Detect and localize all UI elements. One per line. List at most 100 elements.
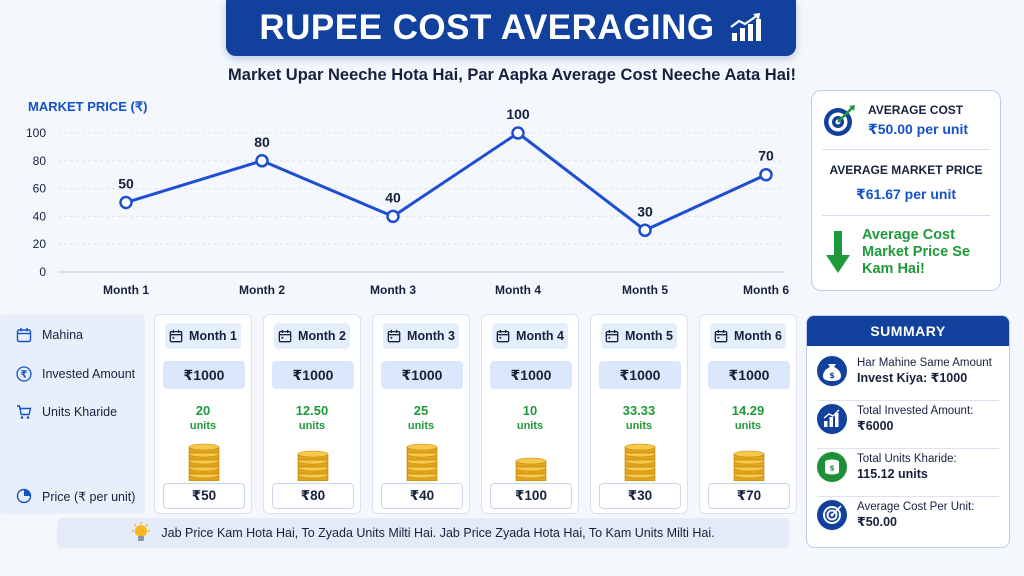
summary-title: SUMMARY (807, 316, 1009, 346)
units-word: units (625, 420, 653, 432)
data-point (759, 167, 773, 182)
unit-price: ₹70 (708, 483, 790, 509)
month-card: Month 5 ₹1000 33.33 units ₹30 (590, 314, 688, 514)
series-line (125, 131, 767, 232)
unit-price: ₹80 (272, 483, 354, 509)
month-label: Month 2 (298, 329, 346, 343)
calendar-icon (278, 329, 292, 343)
coin-stack-icon (515, 457, 547, 481)
coins-icon: $ (817, 452, 847, 482)
row-label-text: Units Kharide (42, 405, 118, 419)
money-bag-icon: $ (817, 356, 847, 386)
x-tick-label: Month 3 (370, 283, 416, 297)
target-icon (824, 104, 855, 136)
y-tick-label: 100 (26, 126, 46, 140)
invested-amount: ₹1000 (490, 361, 572, 389)
avg-note: Average Cost Market Price Se Kam Hai! (862, 227, 971, 277)
month-card: Month 1 ₹1000 20 units ₹50 (154, 314, 252, 514)
data-point (386, 209, 400, 224)
target-icon (817, 500, 847, 530)
cart-icon (16, 404, 32, 420)
arrow-down-icon (826, 230, 850, 273)
subtitle: Market Upar Neeche Hota Hai, Par Aapka A… (228, 66, 796, 84)
data-label: 30 (637, 203, 653, 219)
month-card: Month 6 ₹1000 14.29 units ₹70 (699, 314, 797, 514)
summary-line2: 115.12 units (857, 467, 928, 481)
tip-bar: Jab Price Kam Hota Hai, To Zyada Units M… (57, 518, 789, 548)
coin-stack-icon (733, 450, 765, 481)
summary-item: Total Invested Amount: ₹6000 (817, 404, 1003, 434)
x-tick-label: Month 4 (495, 283, 541, 297)
x-tick-label: Month 6 (743, 283, 789, 297)
data-label: 80 (254, 134, 270, 150)
row-label-invested: ₹ Invested Amount (16, 366, 135, 382)
divider (817, 496, 999, 497)
unit-price: ₹50 (163, 483, 245, 509)
summary-text: Har Mahine Same Amount Invest Kiya: ₹1000 (857, 356, 992, 386)
calendar-icon (387, 329, 401, 343)
coin-stack-icon (624, 443, 656, 481)
invested-amount: ₹1000 (272, 361, 354, 389)
units-value: 25 (413, 403, 429, 418)
tip-text: Jab Price Kam Hota Hai, To Zyada Units M… (161, 526, 715, 540)
invested-amount: ₹1000 (708, 361, 790, 389)
units-value: 10 (522, 403, 538, 418)
month-label: Month 5 (625, 329, 673, 343)
line-chart-svg: MARKET PRICE (₹) 0 20 40 60 80 100 Month 1 Month… (26, 99, 789, 297)
data-label: 40 (385, 189, 401, 205)
rupee-icon: ₹ (16, 366, 32, 382)
y-tick-label: 40 (33, 209, 47, 223)
svg-text:₹: ₹ (21, 370, 28, 381)
coin-stack-icon (406, 443, 438, 481)
calendar-icon (16, 327, 32, 343)
month-label: Month 4 (516, 329, 564, 343)
y-tick-label: 20 (33, 237, 47, 251)
avg-cost-label: AVERAGE COST (868, 103, 964, 117)
x-tick-label: Month 1 (103, 283, 149, 297)
row-label-text: Mahina (42, 328, 83, 342)
avg-cost-value: ₹50.00 per unit (868, 121, 968, 137)
month-header: Month 3 (383, 323, 459, 349)
avg-market-value: ₹61.67 per unit (856, 186, 956, 202)
page-title: RUPEE COST AVERAGING (259, 8, 715, 47)
bar-chart-icon (817, 404, 847, 434)
summary-panel: SUMMARY $ Har Mahine Same Amount Invest Ki… (806, 315, 1010, 548)
svg-text:$: $ (830, 465, 835, 473)
summary-line1: Total Invested Amount: (857, 405, 974, 417)
summary-line2: ₹6000 (857, 419, 894, 433)
data-label: 70 (758, 148, 774, 164)
summary-line2: Invest Kiya: ₹1000 (857, 371, 968, 385)
data-label: 100 (506, 106, 530, 122)
data-point (638, 223, 652, 238)
summary-item: Average Cost Per Unit: ₹50.00 (817, 500, 1003, 530)
summary-item: $ Total Units Kharide: 115.12 units (817, 452, 1003, 482)
x-tick-label: Month 2 (239, 283, 285, 297)
row-label-price: Price (₹ per unit) (16, 488, 135, 504)
avg-market-label: AVERAGE MARKET PRICE (829, 163, 983, 177)
summary-line2: ₹50.00 (857, 515, 897, 529)
calendar-icon (169, 329, 183, 343)
coin-stack-icon (188, 443, 220, 481)
divider (817, 400, 999, 401)
units-bought: 20 units (155, 403, 251, 432)
units-value: 12.50 (295, 403, 329, 418)
unit-price: ₹40 (381, 483, 463, 509)
units-bought: 14.29 units (700, 403, 796, 432)
row-label-text: Price (₹ per unit) (42, 489, 136, 504)
month-card: Month 4 ₹1000 10 units ₹100 (481, 314, 579, 514)
units-word: units (189, 420, 217, 432)
y-tick-label: 80 (33, 154, 47, 168)
invested-amount: ₹1000 (163, 361, 245, 389)
summary-line1: Har Mahine Same Amount (857, 357, 992, 369)
average-panel: AVERAGE COST ₹50.00 per unit AVERAGE MAR… (811, 90, 1001, 291)
coin-stack-icon (297, 450, 329, 481)
title-banner: RUPEE COST AVERAGING (226, 0, 796, 56)
row-labels: Mahina ₹ Invested Amount Units Kharide P… (0, 314, 145, 514)
pie-chart-icon (16, 488, 32, 504)
svg-text:$: $ (829, 371, 835, 380)
summary-item: $ Har Mahine Same Amount Invest Kiya: ₹100… (817, 356, 1003, 386)
data-label: 50 (118, 176, 134, 192)
month-header: Month 4 (492, 323, 568, 349)
divider (822, 215, 990, 216)
growth-chart-icon (729, 13, 761, 41)
